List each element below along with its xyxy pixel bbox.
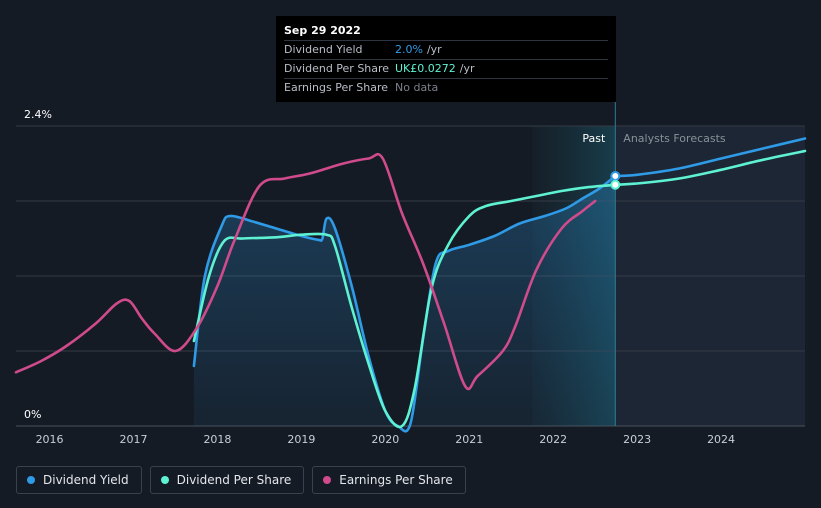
dot-icon [160,476,169,484]
legend-label: Dividend Yield [43,473,129,487]
legend-dividend-per-share[interactable]: Dividend Per Share [149,466,305,494]
tooltip-unit: /yr [459,62,475,75]
tooltip-unit: /yr [426,43,442,56]
past-label: Past [582,132,606,145]
x-tick-label: 2019 [287,433,315,446]
tooltip-row-dividend-yield: Dividend Yield 2.0% /yr [284,40,608,59]
marker-point [610,171,621,181]
legend-earnings-per-share[interactable]: Earnings Per Share [312,466,466,494]
dividend-per-share-forecast-line [614,149,807,187]
markers [610,171,621,190]
dividend-yield-forecast-line [614,137,807,178]
x-tick-label: 2023 [623,433,651,446]
y-tick-label: 2.4% [24,108,52,121]
legend-label: Earnings Per Share [339,473,453,487]
series-lines [14,137,807,433]
y-tick-labels: 2.4% 0% [24,108,52,421]
tooltip-row-earnings-per-share: Earnings Per Share No data [284,78,608,97]
tooltip-date: Sep 29 2022 [284,24,361,37]
forecast-label: Analysts Forecasts [623,132,726,145]
dividend-yield-area [193,176,616,432]
tooltip-row-dividend-per-share: Dividend Per Share UK£0.0272 /yr [284,59,608,78]
x-tick-label: 2024 [707,433,735,446]
dot-icon [27,476,35,484]
dividend-per-share-line [192,183,617,429]
marker-point [610,179,621,190]
legend: Dividend Yield Dividend Per Share Earnin… [16,466,466,494]
tooltip-label: Dividend Per Share [284,62,390,75]
dot-icon [323,476,332,484]
y-tick-label: 0% [24,408,41,421]
tooltip-label: Earnings Per Share [284,81,389,94]
x-tick-label: 2022 [539,433,567,446]
legend-label: Dividend Per Share [176,473,292,487]
tooltip: Sep 29 2022 Dividend Yield 2.0% /yr Divi… [276,16,616,102]
x-tick-label: 2020 [371,433,399,446]
tooltip-value: UK£0.0272 [395,62,456,75]
x-tick-label: 2017 [120,433,148,446]
tooltip-value: No data [395,81,439,94]
x-tick-labels: 2016 2017 2018 2019 2020 2021 2022 2023 2024 [36,433,735,446]
tooltip-value: 2.0% [395,43,423,56]
x-tick-label: 2021 [455,433,483,446]
x-tick-label: 2018 [203,433,231,446]
tooltip-label: Dividend Yield [284,43,363,56]
legend-dividend-yield[interactable]: Dividend Yield [16,466,142,494]
series-fills [193,176,616,432]
x-tick-label: 2016 [36,433,64,446]
earnings-per-share-line [14,152,597,391]
